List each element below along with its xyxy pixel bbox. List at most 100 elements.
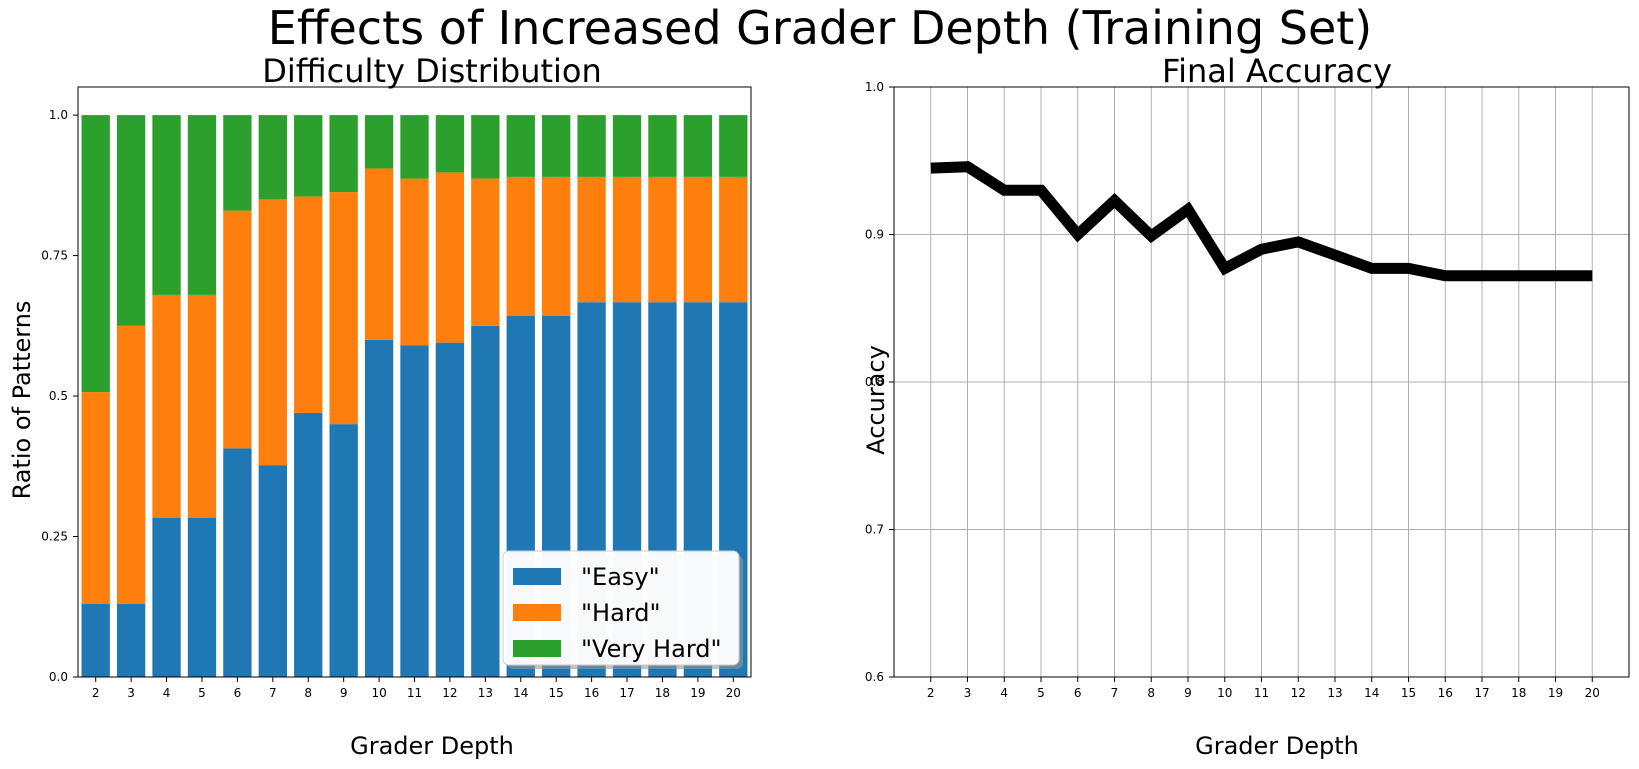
bar-easy bbox=[435, 342, 465, 677]
x-tick-label: 9 bbox=[1184, 686, 1192, 700]
bar-hard bbox=[187, 294, 217, 518]
bar-very-hard bbox=[81, 115, 110, 393]
bar-very-hard bbox=[223, 115, 252, 211]
bar-hard bbox=[400, 178, 429, 346]
figure-suptitle: Effects of Increased Grader Depth (Train… bbox=[268, 1, 1373, 55]
x-tick-label: 7 bbox=[269, 686, 277, 700]
x-tick-label: 12 bbox=[442, 686, 457, 700]
x-tick-label: 15 bbox=[549, 686, 564, 700]
x-tick-label: 19 bbox=[690, 686, 705, 700]
legend-swatch bbox=[513, 640, 561, 657]
x-tick-label: 16 bbox=[1438, 686, 1453, 700]
bar-hard bbox=[612, 176, 642, 303]
bar-hard bbox=[648, 176, 677, 303]
bar-easy bbox=[152, 517, 181, 677]
accuracy-line-group bbox=[930, 161, 1593, 282]
bar-easy bbox=[471, 325, 500, 677]
x-tick-label: 11 bbox=[1254, 686, 1269, 700]
y-tick-label: 0.9 bbox=[865, 228, 884, 242]
legend-label: "Easy" bbox=[581, 563, 660, 591]
y-tick-label: 0.0 bbox=[49, 670, 68, 684]
x-tick-label: 17 bbox=[1474, 686, 1489, 700]
x-tick-label: 9 bbox=[340, 686, 348, 700]
final-accuracy-chart: Final Accuracy Grader Depth Accuracy 0.6… bbox=[862, 52, 1630, 760]
bar-easy bbox=[329, 424, 358, 677]
x-tick-label: 7 bbox=[1111, 686, 1119, 700]
right-y-axis-label: Accuracy bbox=[862, 345, 890, 455]
bar-hard bbox=[223, 210, 252, 449]
legend-swatch bbox=[513, 568, 561, 585]
bar-hard bbox=[258, 199, 287, 466]
x-tick-label: 11 bbox=[407, 686, 422, 700]
x-tick-label: 4 bbox=[163, 686, 171, 700]
x-tick-label: 3 bbox=[964, 686, 972, 700]
bar-very-hard bbox=[648, 115, 677, 177]
accuracy-line bbox=[930, 161, 1593, 282]
x-tick-label: 18 bbox=[655, 686, 670, 700]
x-tick-label: 16 bbox=[584, 686, 599, 700]
bar-very-hard bbox=[364, 115, 394, 169]
left-axes: 0.0 0.25 0.5 0.75 1.0 2 3 4 5 6 7 8 9 10 11 12 13 14 15 16 1… bbox=[41, 86, 752, 700]
right-axes: 0.6 0.7 0.8 0.9 1.0 2 3 4 5 6 7 8 9 10 11 12 13 14 15 16 17 1… bbox=[865, 80, 1630, 700]
bar-very-hard bbox=[471, 115, 500, 179]
bar-hard bbox=[81, 392, 110, 604]
bar-very-hard bbox=[435, 115, 465, 173]
bar-easy bbox=[116, 603, 146, 677]
bar-easy bbox=[364, 339, 394, 677]
bar-easy bbox=[81, 603, 110, 677]
x-tick-label: 18 bbox=[1511, 686, 1526, 700]
x-tick-label: 17 bbox=[619, 686, 634, 700]
y-tick-label: 0.7 bbox=[865, 523, 884, 537]
bar-easy bbox=[258, 465, 287, 677]
bar-hard bbox=[364, 168, 394, 340]
y-tick-label: 0.5 bbox=[49, 389, 68, 403]
bar-very-hard bbox=[542, 115, 571, 177]
legend-swatch bbox=[513, 604, 561, 621]
bar-easy bbox=[400, 345, 429, 677]
bar-hard bbox=[435, 172, 465, 343]
bar-hard bbox=[542, 176, 571, 316]
y-tick-label: 0.75 bbox=[41, 249, 68, 263]
x-tick-label: 15 bbox=[1401, 686, 1416, 700]
y-tick-label: 0.25 bbox=[41, 530, 68, 544]
bar-hard bbox=[329, 192, 358, 425]
bar-very-hard bbox=[683, 115, 713, 177]
legend-label: "Hard" bbox=[581, 599, 661, 627]
left-x-axis-label: Grader Depth bbox=[350, 732, 514, 760]
bar-hard bbox=[683, 176, 713, 303]
right-chart-title: Final Accuracy bbox=[1162, 52, 1392, 90]
legend-label: "Very Hard" bbox=[581, 635, 722, 663]
right-x-axis-label: Grader Depth bbox=[1195, 732, 1359, 760]
x-tick-label: 3 bbox=[127, 686, 135, 700]
bar-very-hard bbox=[258, 115, 287, 200]
bar-hard bbox=[577, 176, 606, 303]
bar-easy bbox=[223, 448, 252, 677]
x-tick-label: 13 bbox=[478, 686, 493, 700]
y-tick-label: 1.0 bbox=[865, 80, 884, 94]
x-tick-label: 14 bbox=[513, 686, 528, 700]
grid bbox=[894, 86, 1629, 678]
x-tick-label: 4 bbox=[1000, 686, 1008, 700]
bar-easy bbox=[187, 517, 217, 677]
x-tick-label: 20 bbox=[1585, 686, 1600, 700]
difficulty-distribution-chart: Difficulty Distribution Grader Depth Rat… bbox=[8, 52, 752, 760]
bar-very-hard bbox=[294, 115, 323, 197]
y-tick-label: 1.0 bbox=[49, 108, 68, 122]
bar-very-hard bbox=[612, 115, 642, 177]
x-tick-label: 6 bbox=[234, 686, 242, 700]
bar-very-hard bbox=[719, 115, 748, 177]
bar-hard bbox=[116, 325, 146, 604]
x-tick-label: 10 bbox=[1217, 686, 1232, 700]
bar-very-hard bbox=[329, 115, 358, 193]
x-tick-label: 5 bbox=[1037, 686, 1045, 700]
x-tick-label: 8 bbox=[1147, 686, 1155, 700]
bar-very-hard bbox=[506, 115, 535, 177]
legend: "Easy" "Hard" "Very Hard" bbox=[502, 550, 743, 669]
bar-hard bbox=[471, 178, 500, 326]
bar-hard bbox=[294, 196, 323, 413]
x-tick-label: 2 bbox=[92, 686, 100, 700]
bar-easy bbox=[294, 412, 323, 677]
x-tick-label: 19 bbox=[1548, 686, 1563, 700]
bar-very-hard bbox=[116, 115, 146, 326]
